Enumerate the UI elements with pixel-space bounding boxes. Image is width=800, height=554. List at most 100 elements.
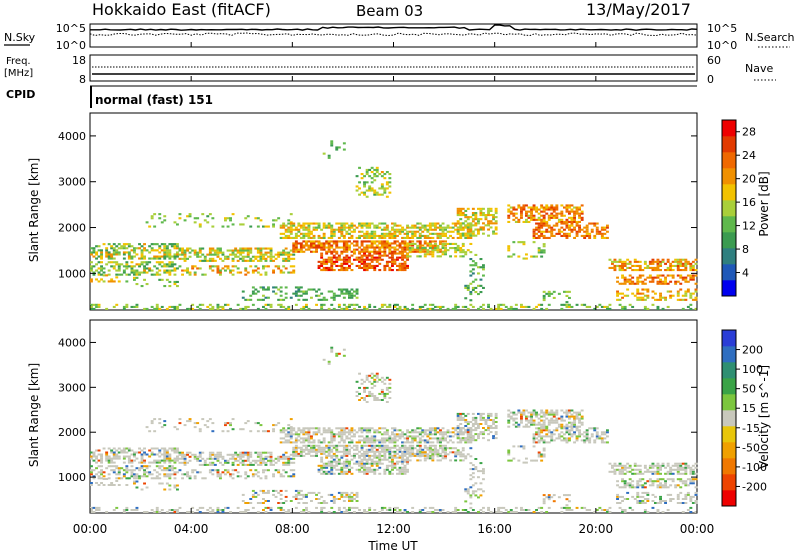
velocity-cell <box>550 435 554 438</box>
power-cell <box>666 274 670 277</box>
power-cell <box>375 250 379 253</box>
velocity-cell <box>259 424 263 427</box>
power-cell <box>676 290 680 293</box>
power-cell <box>608 303 612 306</box>
noise-top-right-tick: 10^5 <box>707 22 737 35</box>
power-cell <box>289 265 293 268</box>
velocity-cell <box>451 451 455 454</box>
velocity-cell <box>444 444 447 447</box>
power-cell <box>474 228 478 231</box>
velocity-cell <box>557 496 561 499</box>
power-cell <box>426 307 430 310</box>
velocity-cell <box>380 427 384 430</box>
power-cell <box>206 215 210 218</box>
velocity-cell <box>401 456 404 459</box>
power-cell <box>659 264 662 267</box>
velocity-cell <box>312 446 316 449</box>
power-cell <box>570 218 574 221</box>
power-cell <box>279 251 283 254</box>
power-cell <box>694 290 698 293</box>
power-cell <box>388 173 392 176</box>
velocity-cell <box>573 415 576 418</box>
power-cell <box>628 278 632 281</box>
power-cell <box>492 218 495 221</box>
velocity-cell <box>342 462 346 465</box>
velocity-cell <box>406 452 409 455</box>
velocity-cell <box>345 466 349 469</box>
velocity-cell <box>477 476 480 479</box>
velocity-cell <box>360 382 364 385</box>
velocity-cell <box>383 458 387 461</box>
power-cell <box>292 244 296 247</box>
power-cell <box>345 266 349 269</box>
velocity-cell <box>342 354 346 357</box>
power-cell <box>646 307 650 310</box>
power-cell <box>251 286 255 289</box>
velocity-cell <box>466 421 470 423</box>
power-cell <box>107 253 111 256</box>
velocity-cell <box>532 413 536 416</box>
power-cell <box>196 305 200 308</box>
power-cell <box>277 303 281 306</box>
power-cell <box>208 303 212 306</box>
power-cell <box>100 261 103 264</box>
velocity-cell <box>638 472 642 475</box>
power-cell <box>532 236 536 239</box>
velocity-cell <box>348 495 351 498</box>
velocity-cell <box>150 420 154 423</box>
power-cell <box>656 274 660 277</box>
power-cell <box>176 245 179 248</box>
velocity-cell <box>360 458 364 461</box>
velocity-cell <box>555 421 559 424</box>
power-cell <box>616 276 619 279</box>
velocity-cell <box>251 463 255 466</box>
power-cell <box>568 296 571 299</box>
velocity-cell <box>107 461 111 464</box>
velocity-cell <box>140 455 144 458</box>
power-cell <box>307 244 311 247</box>
power-cell <box>654 266 657 269</box>
velocity-cell <box>269 453 273 456</box>
velocity-cell <box>198 453 202 456</box>
velocity-cell <box>342 466 346 469</box>
velocity-cell <box>380 458 384 461</box>
velocity-cell <box>342 429 346 432</box>
power-cell <box>168 253 172 256</box>
power-cell <box>358 187 361 190</box>
power-cell <box>507 307 511 310</box>
power-cell <box>393 305 397 308</box>
velocity-cell <box>530 423 533 426</box>
power-cell <box>600 305 604 308</box>
velocity-cell <box>469 494 473 497</box>
power-cell <box>168 305 172 308</box>
power-cell <box>322 152 326 155</box>
power-cell <box>646 290 650 293</box>
velocity-cell <box>140 467 144 470</box>
velocity-cell <box>213 453 217 456</box>
power-cell <box>492 222 495 225</box>
velocity-cell <box>426 455 430 458</box>
power-cell <box>264 265 268 268</box>
power-cell <box>302 240 306 243</box>
power-cell <box>342 244 346 247</box>
power-cell <box>173 221 177 224</box>
velocity-cell <box>418 431 422 434</box>
power-cell <box>360 242 364 245</box>
power-cell <box>535 206 538 209</box>
power-cell <box>307 230 311 233</box>
velocity-cell <box>236 463 240 466</box>
power-cell <box>138 265 141 268</box>
velocity-cell <box>158 482 162 485</box>
velocity-cell <box>342 348 346 351</box>
power-cell <box>451 230 455 233</box>
power-cell <box>241 223 245 226</box>
velocity-cell <box>348 450 351 453</box>
velocity-cell <box>173 447 177 450</box>
velocity-cell <box>95 473 98 476</box>
velocity-cell <box>211 451 215 454</box>
power-cell <box>256 217 260 220</box>
power-cell <box>155 305 159 308</box>
velocity-cell <box>436 455 440 458</box>
power-cell <box>340 262 344 265</box>
velocity-cell <box>322 437 326 440</box>
